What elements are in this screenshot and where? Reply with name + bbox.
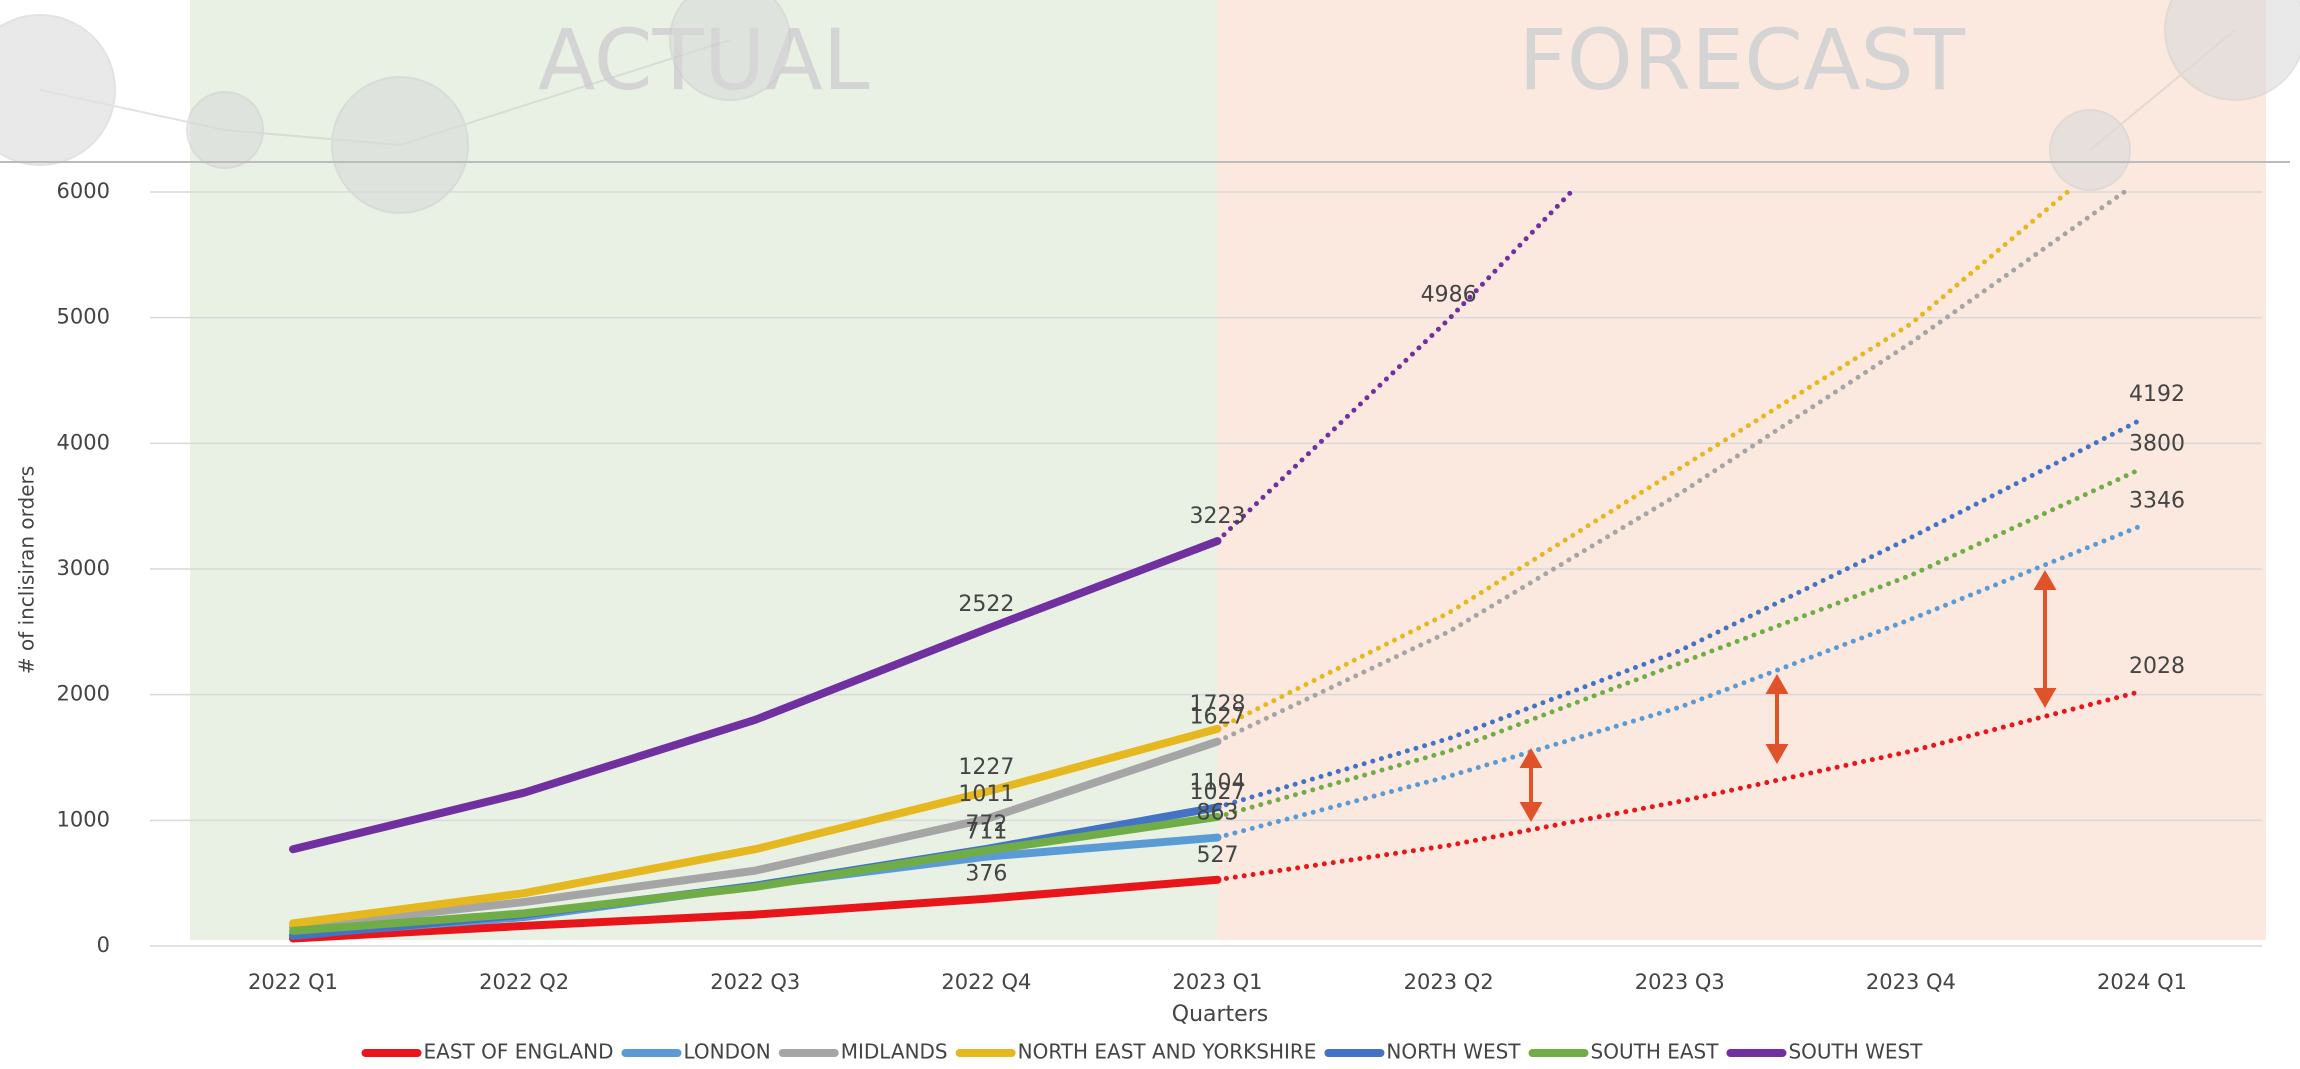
legend-item: LONDON [621,1040,771,1064]
legend-label: SOUTH WEST [1788,1040,1923,1064]
legend-label: MIDLANDS [841,1040,948,1064]
y-tick-label: 1000 [57,807,110,831]
actual-line [289,875,1222,943]
forecast-line [1215,416,2145,810]
forecast-line [1215,523,2145,841]
x-tick-label: 2024 Q1 [2097,970,2187,994]
data-label: 1104 [1190,770,1246,795]
legend-item: NORTH WEST [1324,1040,1521,1064]
y-tick-label: 5000 [57,305,110,329]
legend-item: SOUTH WEST [1726,1040,1923,1064]
data-label: 1011 [958,782,1014,807]
y-tick-label: 6000 [57,179,110,203]
data-label: 4986 [1421,282,1477,307]
forecast-line [1215,465,2145,820]
data-label: 711 [965,820,1007,845]
data-label: 3800 [2129,431,2185,456]
y-tick-label: 0 [97,933,110,957]
actual-line [289,724,1222,928]
x-tick-label: 2023 Q3 [1635,970,1725,994]
legend-item: NORTH EAST AND YORKSHIRE [955,1040,1317,1064]
legend-item: MIDLANDS [778,1040,948,1064]
legend-label: EAST OF ENGLAND [424,1040,614,1064]
forecast-line [1215,688,2145,883]
actual-line [289,737,1222,932]
gap-arrows [1519,569,2057,823]
x-tick-label: 2022 Q3 [710,970,800,994]
data-label: 4192 [2129,382,2185,407]
series-lines [289,190,2145,943]
legend-label: NORTH WEST [1386,1040,1521,1064]
x-tick-label: 2023 Q4 [1866,970,1956,994]
actual-line [289,536,1222,854]
data-label: 1027 [1190,780,1246,805]
y-tick-label: 3000 [57,556,110,580]
x-tick-label: 2022 Q2 [479,970,569,994]
data-label: 2028 [2129,654,2185,679]
legend-label: SOUTH EAST [1591,1040,1720,1064]
forecast-line [1215,190,2132,745]
region-label: FORECAST [1518,11,1965,109]
data-label: 2522 [958,592,1014,617]
data-label: 772 [965,812,1007,837]
x-tick-label: 2022 Q4 [941,970,1031,994]
y-tick-label: 2000 [57,682,110,706]
data-label: 1227 [958,755,1014,780]
legend-label: LONDON [683,1040,770,1064]
x-tick-label: 2023 Q1 [1172,970,1262,994]
x-axis-label: Quarters [1172,1002,1268,1027]
x-tick-label: 2022 Q1 [248,970,338,994]
legend: EAST OF ENGLAND LONDON MIDLANDS NORTH EAST … [361,1040,1923,1064]
header-decoration [0,0,2300,214]
data-label: 1728 [1190,692,1246,717]
data-label: 863 [1197,801,1239,826]
background: ACTUALFORECAST [190,0,2266,940]
forecast-line [1215,190,2074,732]
plot: 0 1000 2000 3000 4000 5000 6000 2022 Q1 2022 Q2 2… [57,179,2262,994]
legend-label: NORTH EAST AND YORKSHIRE [1018,1040,1317,1064]
y-tick-label: 4000 [57,430,110,454]
legend-item: SOUTH EAST [1528,1040,1720,1064]
data-label: 376 [965,862,1007,887]
data-label: 1627 [1190,705,1246,730]
data-label: 527 [1197,843,1239,868]
y-axis-label: # of inclisiran orders [15,466,39,674]
actual-line [289,812,1222,935]
x-tick-label: 2023 Q2 [1404,970,1494,994]
data-label: 3346 [2129,489,2185,514]
data-label: 3223 [1190,504,1246,529]
legend-item: EAST OF ENGLAND [361,1040,614,1064]
